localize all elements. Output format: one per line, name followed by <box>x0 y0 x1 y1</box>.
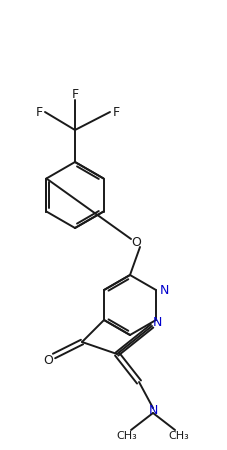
Text: CH₃: CH₃ <box>116 431 137 441</box>
Text: N: N <box>152 315 161 328</box>
Text: O: O <box>43 354 53 366</box>
Text: CH₃: CH₃ <box>168 431 189 441</box>
Text: F: F <box>112 105 119 118</box>
Text: N: N <box>159 284 168 297</box>
Text: N: N <box>148 405 157 418</box>
Text: O: O <box>131 237 140 249</box>
Text: F: F <box>71 87 78 100</box>
Text: F: F <box>35 105 42 118</box>
